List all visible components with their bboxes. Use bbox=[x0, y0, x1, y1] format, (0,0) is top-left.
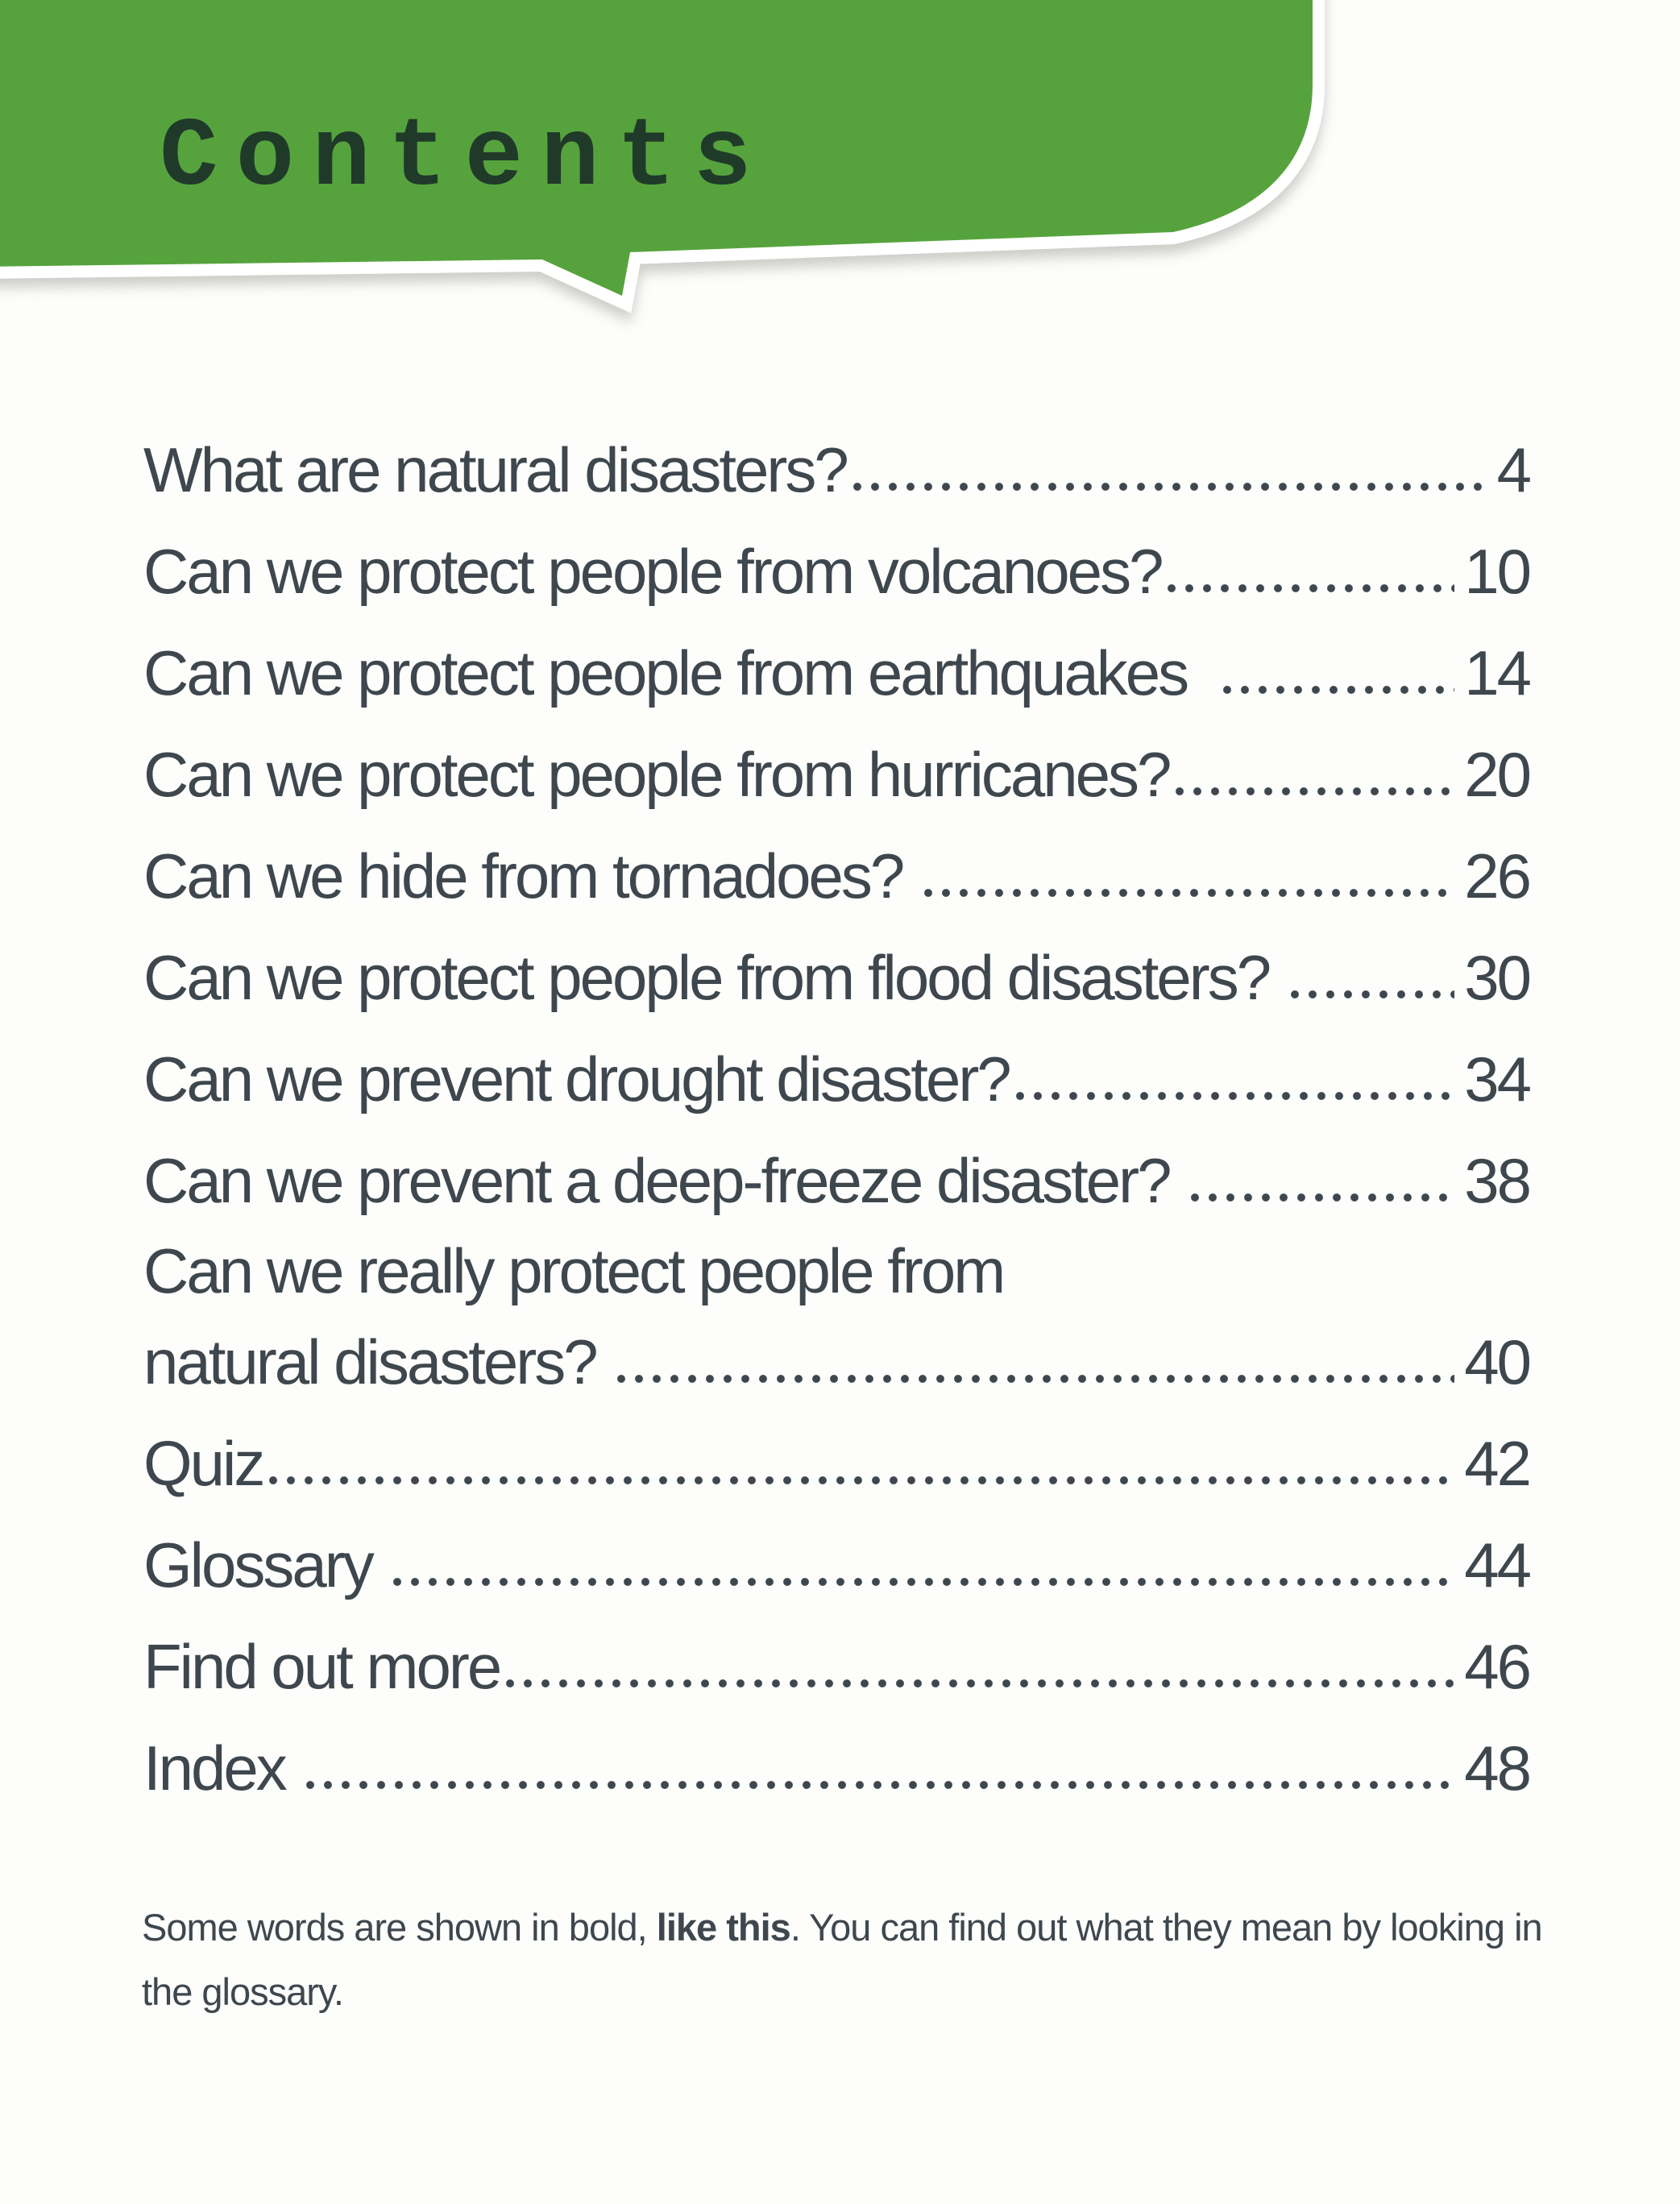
glossary-note-bold-example: like this bbox=[656, 1906, 791, 1949]
dotted-leader bbox=[269, 1476, 1455, 1485]
toc-entry: Can we protect people from volcanoes? 10 bbox=[143, 521, 1532, 622]
toc-entry-page: 4 bbox=[1496, 434, 1532, 505]
toc-entry-title: Index bbox=[143, 1733, 301, 1803]
toc-entry-title: Can we hide from tornadoes? bbox=[143, 841, 918, 911]
dotted-leader bbox=[617, 1375, 1455, 1384]
toc-entry-page: 46 bbox=[1464, 1631, 1532, 1702]
dotted-leader bbox=[1191, 1193, 1455, 1202]
toc-entry-page: 10 bbox=[1464, 536, 1532, 607]
dotted-leader bbox=[393, 1578, 1455, 1587]
toc-entry-page: 44 bbox=[1464, 1530, 1532, 1600]
dotted-leader bbox=[1290, 990, 1455, 999]
toc-entry: Can we protect people from flood disaste… bbox=[143, 927, 1532, 1028]
toc-entry: Can we prevent a deep-freeze disaster? 3… bbox=[143, 1130, 1532, 1231]
toc-entry-page: 40 bbox=[1464, 1326, 1532, 1397]
toc-entry-page: 34 bbox=[1464, 1044, 1532, 1114]
toc-entry-two-line: Can we really protect people from natura… bbox=[143, 1231, 1532, 1413]
dotted-leader bbox=[1168, 584, 1455, 593]
dotted-leader bbox=[1015, 1092, 1455, 1101]
toc-entry-title: Glossary bbox=[143, 1530, 388, 1600]
toc-entry-page: 30 bbox=[1464, 942, 1532, 1013]
toc-entry-page: 14 bbox=[1464, 637, 1532, 708]
toc-entry: What are natural disasters? 4 bbox=[143, 419, 1532, 521]
toc-entry: natural disasters? 40 bbox=[143, 1311, 1532, 1413]
toc-entry-title: Can we protect people from earthquakes bbox=[143, 637, 1217, 708]
table-of-contents: What are natural disasters? 4 Can we pro… bbox=[143, 419, 1532, 1819]
toc-entry: Quiz 42 bbox=[143, 1413, 1532, 1514]
toc-entry-page: 48 bbox=[1464, 1733, 1532, 1803]
toc-entry-page: 20 bbox=[1464, 739, 1532, 810]
toc-entry: Can we protect people from hurricanes? 2… bbox=[143, 724, 1532, 825]
speech-bubble-shape bbox=[0, 0, 1325, 313]
toc-entry-title: Find out more bbox=[143, 1631, 502, 1702]
toc-entry: Find out more 46 bbox=[143, 1616, 1532, 1717]
glossary-note-suffix: . You can find out what they mean by loo… bbox=[142, 1906, 1543, 2013]
page-title: Contents bbox=[160, 103, 769, 214]
toc-entry-title-line1: Can we really protect people from bbox=[143, 1235, 1006, 1306]
toc-entry-title: Can we protect people from hurricanes? bbox=[143, 739, 1172, 810]
toc-entry-page: 26 bbox=[1464, 841, 1532, 911]
toc-entry-title: Can we prevent a deep-freeze disaster? bbox=[143, 1145, 1185, 1216]
toc-entry-title: Can we protect people from volcanoes? bbox=[143, 536, 1164, 607]
toc-entry-page: 38 bbox=[1464, 1145, 1532, 1216]
toc-entry-title: Can we prevent drought disaster? bbox=[143, 1044, 1012, 1114]
toc-entry-page: 42 bbox=[1464, 1428, 1532, 1499]
toc-entry: Can we prevent drought disaster? 34 bbox=[143, 1028, 1532, 1130]
glossary-note: Some words are shown in bold, like this.… bbox=[142, 1895, 1584, 2024]
dotted-leader bbox=[852, 483, 1487, 492]
glossary-note-prefix: Some words are shown in bold, bbox=[142, 1906, 657, 1949]
toc-entry-title-line2: natural disasters? bbox=[143, 1326, 612, 1397]
dotted-leader bbox=[306, 1781, 1455, 1790]
toc-entry-title: What are natural disasters? bbox=[143, 434, 849, 505]
toc-entry-title: Quiz bbox=[143, 1428, 265, 1499]
toc-entry-title: Can we protect people from flood disaste… bbox=[143, 942, 1284, 1013]
toc-entry: Index 48 bbox=[143, 1717, 1532, 1819]
toc-entry: Can we protect people from earthquakes 1… bbox=[143, 622, 1532, 724]
dotted-leader bbox=[923, 889, 1455, 898]
dotted-leader bbox=[506, 1679, 1455, 1688]
dotted-leader bbox=[1223, 686, 1455, 695]
toc-entry: Glossary 44 bbox=[143, 1514, 1532, 1616]
speech-bubble bbox=[0, 0, 1325, 313]
dotted-leader bbox=[1176, 787, 1455, 796]
toc-entry: Can we hide from tornadoes? 26 bbox=[143, 825, 1532, 927]
